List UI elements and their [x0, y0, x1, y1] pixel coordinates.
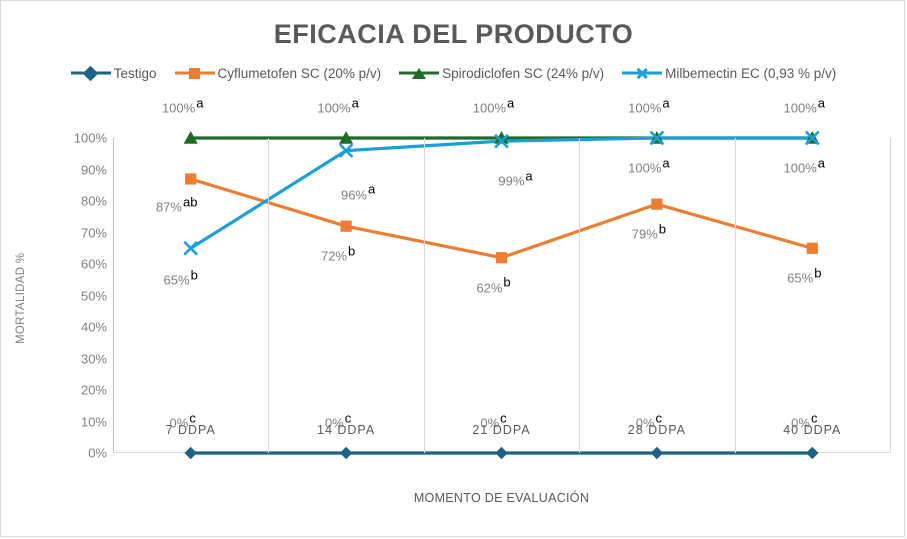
series-svg	[183, 130, 820, 460]
y-axis-tick-label: 90%	[80, 162, 107, 177]
legend-marker-diamond-icon	[82, 65, 99, 81]
legend-item-spirodiclofen[interactable]: Spirodiclofen SC (24% p/v)	[399, 65, 604, 81]
data-point-marker	[340, 220, 352, 232]
data-point-marker	[495, 252, 508, 264]
y-axis-tick-label: 80%	[80, 193, 107, 209]
y-axis-tick-label: 30%	[80, 351, 107, 366]
data-point-label: 65%b	[163, 267, 198, 288]
data-point-marker	[494, 133, 509, 149]
y-axis-ticks: 0% 10% 20% 30% 40% 50% 60% 70% 80% 90% 100%	[43, 101, 107, 501]
chart-title: EFICACIA DEL PRODUCTO	[273, 19, 634, 49]
data-point-marker	[494, 131, 509, 144]
data-point-label: 100%a	[628, 95, 670, 116]
legend-marker-square-icon	[189, 67, 201, 79]
plot-inner	[113, 130, 891, 460]
data-point-marker	[339, 131, 354, 144]
data-point-label: 100%a	[783, 155, 826, 176]
x-axis-tick-label: 40 DDPA	[783, 423, 842, 437]
data-point-marker	[650, 446, 664, 460]
data-point-marker	[806, 242, 818, 254]
series-line	[189, 136, 813, 250]
legend-label: Testigo	[113, 65, 157, 81]
data-point-label: 87%ab	[155, 194, 198, 215]
data-point-marker	[183, 131, 198, 144]
data-point-marker	[183, 240, 199, 256]
y-axis-tick-label: 40%	[80, 319, 107, 335]
x-axis-tick-label: 7 DDPA	[165, 423, 216, 437]
data-point-marker	[804, 130, 820, 146]
y-axis-tick-label: 0%	[88, 445, 107, 461]
data-point-label: 100%a	[783, 95, 826, 116]
data-point-marker	[338, 143, 354, 158]
data-point-label: 62%b	[476, 274, 511, 296]
data-point-label: 100%a	[161, 95, 204, 116]
data-point-label: 0%c	[324, 410, 352, 431]
data-point-label: 72%b	[320, 243, 356, 264]
data-point-label: 100%a	[472, 95, 515, 116]
y-axis-tick-label: 100%	[73, 130, 107, 146]
legend-key-icon	[622, 65, 663, 81]
legend-marker-x-icon	[636, 67, 649, 80]
vertical-gridline	[734, 138, 736, 453]
data-point-marker	[184, 446, 197, 460]
plot-wrapper: MORTALIDAD % 0% 10% 20% 30% 40% 50% 60% 70% 80% 9…	[1, 95, 906, 505]
y-axis-tick-label: 20%	[80, 382, 107, 398]
vertical-gridline	[890, 138, 891, 453]
data-point-label: 0%c	[480, 410, 507, 431]
data-point-label: 96%a	[340, 181, 376, 203]
x-axis-title: MOMENTO DE EVALUACIÓN	[413, 491, 590, 505]
x-axis-tick-label: 28 DDPA	[627, 423, 686, 437]
data-point-label: 0%c	[635, 410, 663, 431]
vertical-gridline	[579, 138, 581, 453]
legend-key-icon	[399, 65, 440, 81]
x-axis-tick-label: 14 DDPA	[317, 423, 376, 437]
data-point-marker	[806, 446, 819, 460]
y-axis-line	[113, 138, 114, 453]
y-axis-tick-label: 70%	[80, 225, 107, 240]
legend-key-icon	[70, 65, 111, 81]
y-axis-tick-label: 50%	[80, 288, 107, 303]
legend-item-testigo[interactable]: Testigo	[70, 65, 157, 81]
chart-legend: Testigo Cyflumetofen SC (20% p/v) Spirodic…	[1, 65, 906, 81]
vertical-gridline	[423, 138, 425, 453]
legend-label: Milbemectin EC (0,93 % p/v)	[665, 65, 837, 81]
legend-marker-triangle-icon	[412, 67, 427, 79]
data-point-marker	[651, 198, 663, 210]
data-point-marker	[495, 446, 508, 460]
data-point-marker	[185, 173, 197, 185]
legend-key-icon	[174, 65, 215, 81]
data-point-marker	[649, 130, 665, 146]
data-point-label: 100%a	[317, 95, 359, 116]
data-point-label: 0%c	[791, 410, 818, 431]
y-axis-tick-label: 60%	[80, 256, 107, 272]
y-axis-title: MORTALIDAD %	[15, 252, 27, 344]
data-point-label: 100%a	[628, 155, 670, 176]
vertical-gridline	[268, 138, 270, 453]
data-point-label: 65%b	[787, 265, 822, 286]
data-point-label: 79%b	[631, 221, 667, 242]
legend-item-milbemectin[interactable]: Milbemectin EC (0,93 % p/v)	[622, 65, 836, 81]
data-point-label: 0%c	[169, 410, 196, 431]
data-point-marker	[339, 446, 353, 460]
legend-item-cyflumetofen[interactable]: Cyflumetofen SC (20% p/v)	[174, 65, 382, 81]
legend-label: Cyflumetofen SC (20% p/v)	[217, 65, 382, 81]
x-axis-tick-label: 21 DDPA	[472, 423, 531, 437]
y-axis-tick-label: 10%	[80, 414, 107, 429]
data-point-label: 99%a	[498, 168, 533, 189]
legend-label: Spirodiclofen SC (24% p/v)	[442, 65, 605, 81]
plot-area: 7 DDPA 14 DDPA 21 DDPA 28 DDPA 40 DDPA 0%c 0%c…	[113, 95, 891, 501]
